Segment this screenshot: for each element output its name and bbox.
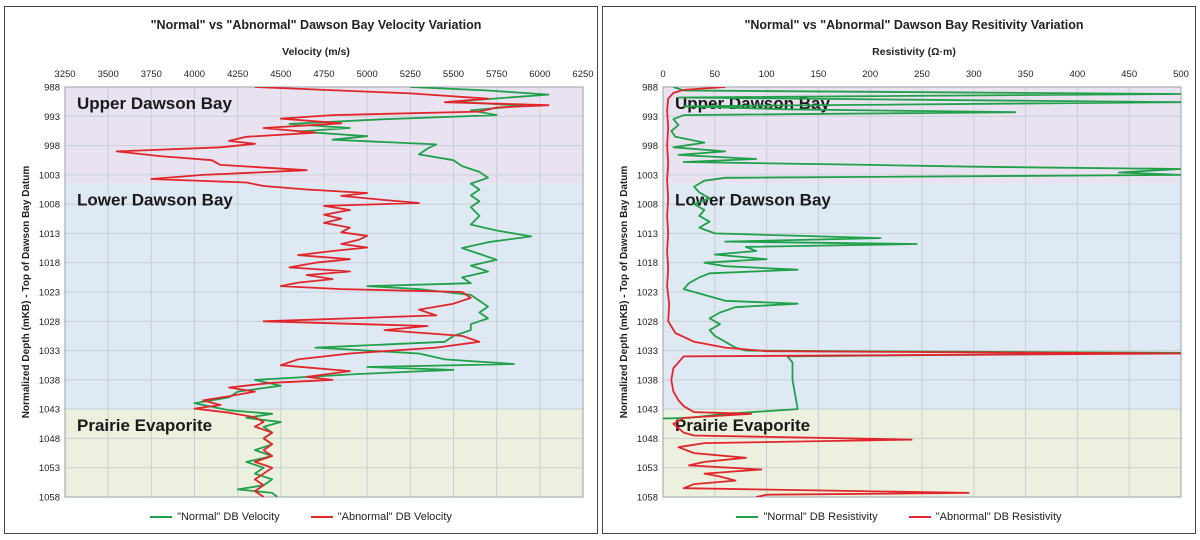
- y-tick-label: 1018: [39, 258, 60, 269]
- series-line-abnormal: [115, 87, 550, 497]
- y-tick-label: 1023: [39, 288, 60, 299]
- x-tick-label: 0: [660, 69, 665, 80]
- x-tick-label: 6000: [529, 69, 550, 80]
- y-tick-label: 1053: [39, 463, 60, 474]
- chart-title: "Normal" vs "Abnormal" Dawson Bay Veloci…: [151, 18, 482, 32]
- y-tick-label: 1038: [39, 375, 60, 386]
- y-tick-label: 1003: [637, 170, 658, 181]
- resistivity-chart-panel: "Normal" vs "Abnormal" Dawson Bay Resiti…: [602, 6, 1196, 534]
- velocity-chart: "Normal" vs "Abnormal" Dawson Bay Veloci…: [21, 18, 594, 504]
- legend-label-normal: "Normal" DB Velocity: [177, 511, 280, 523]
- y-tick-label: 1033: [39, 346, 60, 357]
- y-tick-label: 988: [44, 83, 60, 94]
- y-tick-label: 1028: [637, 317, 658, 328]
- y-axis-label: Normalized Depth (mKB) - Top of Dawson B…: [21, 166, 32, 419]
- y-tick-label: 988: [642, 83, 658, 94]
- zone-label: Lower Dawson Bay: [77, 191, 233, 210]
- x-tick-label: 4250: [227, 69, 248, 80]
- y-tick-label: 998: [642, 141, 658, 152]
- y-tick-label: 993: [642, 112, 658, 123]
- y-tick-label: 1008: [637, 200, 658, 211]
- velocity-chart-panel: "Normal" vs "Abnormal" Dawson Bay Veloci…: [4, 6, 598, 534]
- series-line-abnormal: [666, 87, 1181, 497]
- y-tick-label: 1048: [39, 434, 60, 445]
- plot-frame: [662, 86, 1182, 498]
- y-tick-label: 1058: [637, 493, 658, 504]
- series-line-normal: [663, 87, 1181, 420]
- x-axis-label: Velocity (m/s): [282, 46, 350, 58]
- legend-label-abnormal: "Abnormal" DB Resistivity: [935, 511, 1062, 523]
- x-axis-label: Resistivity (Ω·m): [872, 46, 956, 58]
- y-tick-label: 1013: [637, 229, 658, 240]
- x-tick-label: 500: [1173, 69, 1189, 80]
- x-tick-label: 6250: [572, 69, 593, 80]
- y-tick-label: 1033: [637, 346, 658, 357]
- legend-item-abnormal: "Abnormal" DB Velocity: [310, 511, 452, 523]
- x-tick-label: 4750: [313, 69, 334, 80]
- velocity-legend: "Normal" DB Velocity "Abnormal" DB Veloc…: [5, 511, 597, 523]
- legend-item-normal: "Normal" DB Resistivity: [736, 511, 878, 523]
- x-tick-label: 5000: [357, 69, 378, 80]
- y-tick-label: 1013: [39, 229, 60, 240]
- y-tick-label: 993: [44, 112, 60, 123]
- y-axis-label: Normalized Depth (mKB) - Top of Dawson B…: [619, 166, 630, 419]
- y-tick-label: 998: [44, 141, 60, 152]
- zone-label: Upper Dawson Bay: [77, 94, 232, 113]
- y-tick-label: 1043: [39, 405, 60, 416]
- y-tick-label: 1058: [39, 493, 60, 504]
- x-tick-label: 350: [1018, 69, 1034, 80]
- x-tick-label: 250: [914, 69, 930, 80]
- legend-swatch-abnormal: [310, 516, 333, 519]
- y-tick-label: 1038: [637, 375, 658, 386]
- x-tick-label: 4000: [184, 69, 205, 80]
- x-tick-label: 50: [710, 69, 721, 80]
- zone-label: Lower Dawson Bay: [675, 191, 831, 210]
- y-tick-label: 1048: [637, 434, 658, 445]
- zone-label: Prairie Evaporite: [675, 416, 810, 435]
- resistivity-legend: "Normal" DB Resistivity "Abnormal" DB Re…: [603, 511, 1195, 523]
- x-tick-label: 4500: [270, 69, 291, 80]
- legend-label-abnormal: "Abnormal" DB Velocity: [337, 511, 452, 523]
- y-tick-label: 1008: [39, 200, 60, 211]
- x-tick-label: 300: [966, 69, 982, 80]
- y-tick-label: 1028: [39, 317, 60, 328]
- legend-swatch-normal: [736, 516, 759, 519]
- x-tick-label: 3750: [141, 69, 162, 80]
- legend-swatch-normal: [150, 516, 173, 519]
- x-tick-label: 5750: [486, 69, 507, 80]
- resistivity-chart: "Normal" vs "Abnormal" Dawson Bay Resiti…: [619, 18, 1189, 504]
- legend-item-abnormal: "Abnormal" DB Resistivity: [908, 511, 1062, 523]
- plot-frame: [64, 86, 584, 498]
- x-tick-label: 400: [1069, 69, 1085, 80]
- series-line-normal: [193, 87, 550, 497]
- x-tick-label: 5250: [400, 69, 421, 80]
- legend-swatch-abnormal: [908, 516, 931, 519]
- y-tick-label: 1043: [637, 405, 658, 416]
- x-tick-label: 3500: [98, 69, 119, 80]
- y-tick-label: 1023: [637, 288, 658, 299]
- chart-title: "Normal" vs "Abnormal" Dawson Bay Resiti…: [744, 18, 1083, 32]
- y-tick-label: 1018: [637, 258, 658, 269]
- zone-label: Prairie Evaporite: [77, 416, 212, 435]
- x-tick-label: 200: [862, 69, 878, 80]
- x-tick-label: 100: [759, 69, 775, 80]
- legend-label-normal: "Normal" DB Resistivity: [763, 511, 878, 523]
- legend-item-normal: "Normal" DB Velocity: [150, 511, 280, 523]
- x-tick-label: 5500: [443, 69, 464, 80]
- y-tick-label: 1003: [39, 170, 60, 181]
- y-tick-label: 1053: [637, 463, 658, 474]
- x-tick-label: 450: [1121, 69, 1137, 80]
- x-tick-label: 3250: [54, 69, 75, 80]
- x-tick-label: 150: [810, 69, 826, 80]
